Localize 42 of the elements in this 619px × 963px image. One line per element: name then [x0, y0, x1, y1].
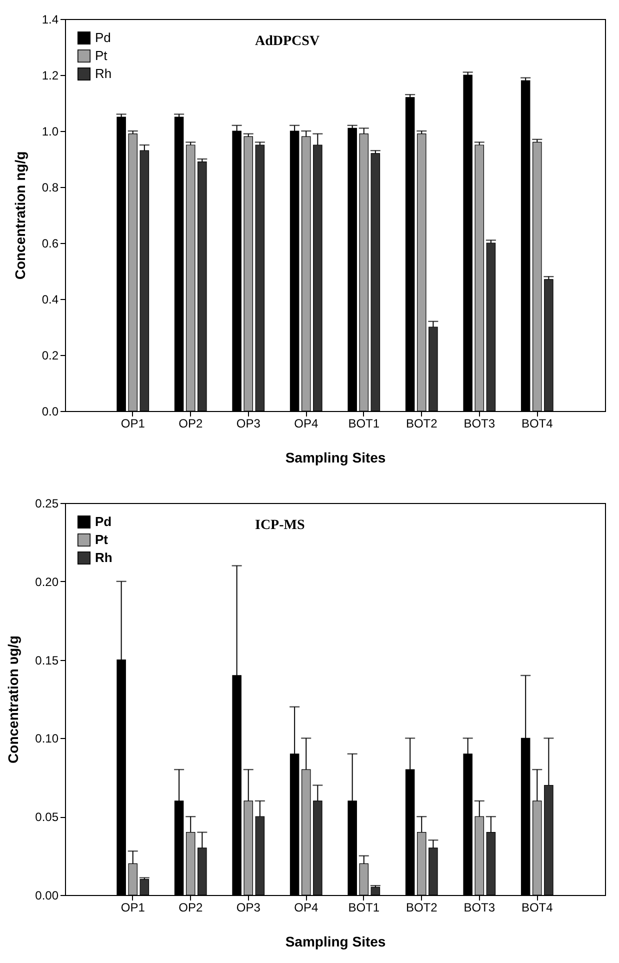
legend-label: Pt	[95, 532, 109, 547]
x-tick-label: OP3	[236, 416, 261, 430]
y-tick-label: 0.6	[42, 236, 59, 250]
y-tick-label: 0.15	[35, 653, 59, 668]
x-tick-label: OP4	[294, 416, 318, 430]
x-axis-title: Sampling Sites	[285, 450, 386, 466]
x-tick-label: BOT1	[348, 900, 380, 914]
x-tick-label: OP1	[120, 900, 146, 914]
y-tick-label: 0.8	[42, 180, 59, 194]
text: AdDPCSV	[255, 34, 320, 49]
x-tick-label: OP1	[120, 416, 146, 430]
x-tick-label: BOT2	[406, 900, 438, 914]
x-tick-label: OP4	[294, 900, 318, 914]
x-axis-title: Sampling Sites	[285, 934, 386, 950]
legend-label: Pd	[95, 514, 112, 529]
y-tick-label: 0.00	[35, 888, 59, 902]
legend-label: Rh	[95, 66, 112, 81]
x-tick-label: OP2	[178, 416, 203, 430]
x-tick-label: OP2	[178, 900, 203, 914]
x-tick-label: BOT3	[464, 900, 496, 914]
y-axis-title: Concentration υg/g	[5, 636, 22, 764]
y-tick-label: 0.05	[35, 810, 59, 824]
x-tick-label: OP3	[236, 900, 261, 914]
legend-label: Pd	[95, 30, 111, 45]
x-tick-label: BOT2	[406, 416, 438, 430]
y-tick-label: 1.4	[42, 12, 59, 26]
x-tick-label: BOT4	[521, 416, 554, 430]
y-tick-label: 0.4	[42, 292, 59, 306]
y-tick-label: 0.0	[42, 404, 59, 418]
x-tick-label: BOT4	[521, 900, 554, 914]
y-tick-label: 1.2	[42, 68, 59, 82]
text: ICP-MS	[255, 518, 305, 533]
y-tick-label: 0.25	[35, 496, 59, 510]
x-tick-label: BOT1	[348, 416, 380, 430]
x-tick-label: BOT3	[464, 416, 496, 430]
y-tick-label: 0.20	[35, 574, 59, 589]
y-tick-label: 1.0	[42, 124, 59, 138]
legend-label: Rh	[95, 550, 112, 565]
y-tick-label: 0.2	[42, 348, 59, 362]
legend-label: Pt	[95, 48, 108, 63]
y-axis-title: Concentration ng/g	[12, 151, 28, 280]
y-tick-label: 0.10	[35, 732, 59, 746]
